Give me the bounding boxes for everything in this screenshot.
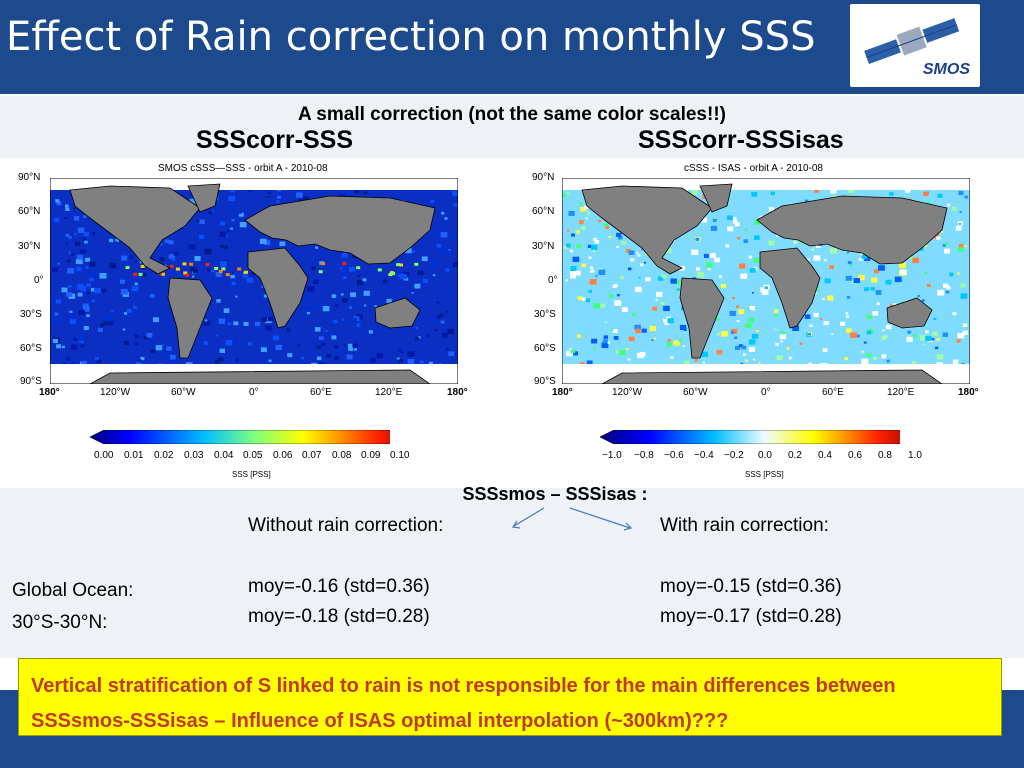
left-map-figure: SMOS cSSS—SSS - orbit A - 2010-08 90°N 6… — [0, 158, 510, 488]
left-panel-heading: SSScorr-SSS — [196, 126, 354, 154]
colorbar-tick: 0.07 — [302, 450, 322, 461]
colorbar-tick: −1.0 — [602, 450, 622, 461]
lat-tick: 60°N — [18, 206, 41, 217]
without-stat-global: moy=-0.16 (std=0.36) — [248, 576, 430, 597]
colorbar-tick: 1.0 — [908, 450, 922, 461]
lat-tick: 60°N — [532, 206, 555, 217]
lat-tick: 60°S — [534, 343, 556, 354]
lon-tick: 120°E — [375, 387, 403, 398]
lat-tick: 30°S — [534, 309, 556, 320]
colorbar-tick: −0.6 — [664, 450, 684, 461]
right-panel-heading: SSScorr-SSSisas — [638, 126, 844, 154]
colorbar-tick: 0.09 — [361, 450, 381, 461]
colorbar-tick: 0.04 — [214, 450, 234, 461]
arrows — [511, 507, 633, 531]
colorbar-tick: 0.10 — [390, 450, 410, 461]
right-colorbar — [600, 430, 900, 444]
colorbar-label: SSS [PSS] — [232, 470, 271, 479]
lon-tick: 180° — [958, 387, 979, 398]
lon-tick: 120°E — [887, 387, 915, 398]
lon-tick: 180° — [552, 387, 573, 398]
colorbar-tick: 0.8 — [878, 450, 892, 461]
top-band — [0, 96, 1024, 158]
lat-tick: 30°N — [532, 241, 555, 252]
colorbar-tick: 0.08 — [332, 450, 352, 461]
colorbar-tick: 0.6 — [848, 450, 862, 461]
region-global: Global Ocean: — [12, 580, 134, 601]
lon-tick: 120°W — [612, 387, 643, 398]
right-map-plot — [561, 177, 971, 385]
subtitle: A small correction (not the same color s… — [298, 104, 726, 125]
region-tropics: 30°S-30°N: — [12, 612, 108, 633]
colorbar-tick: 0.00 — [94, 450, 114, 461]
stats-heading: SSSsmos – SSSisas : — [462, 484, 648, 504]
colorbar-tick: −0.8 — [634, 450, 654, 461]
lon-tick: 60°W — [683, 387, 708, 398]
without-rain-label: Without rain correction: — [248, 515, 444, 536]
lat-tick: 90°S — [534, 376, 556, 387]
colorbar-tick: 0.05 — [243, 450, 263, 461]
smos-logo: SMOS — [850, 4, 980, 87]
with-rain-label: With rain correction: — [660, 515, 829, 536]
lat-tick: 90°N — [18, 172, 41, 183]
lat-tick: 0° — [548, 275, 558, 286]
lon-tick: 60°E — [822, 387, 844, 398]
without-stat-tropics: moy=-0.18 (std=0.28) — [248, 606, 430, 627]
left-colorbar — [90, 430, 390, 444]
colorbar-tick: 0.2 — [788, 450, 802, 461]
right-map-title: cSSS - ISAS - orbit A - 2010-08 — [684, 163, 823, 174]
left-map-plot — [49, 177, 459, 385]
satellite-icon — [864, 18, 960, 65]
colorbar-tick: 0.02 — [154, 450, 174, 461]
lat-tick: 0° — [34, 275, 44, 286]
with-stat-tropics: moy=-0.17 (std=0.28) — [660, 606, 842, 627]
lat-tick: 30°S — [20, 309, 42, 320]
lat-tick: 30°N — [18, 241, 41, 252]
slide-title: Effect of Rain correction on monthly SSS — [6, 14, 816, 60]
right-map-svg — [561, 177, 971, 385]
left-map-svg — [49, 177, 459, 385]
colorbar-tick: 0.03 — [184, 450, 204, 461]
lon-tick: 60°W — [171, 387, 196, 398]
colorbar-tick: 0.01 — [124, 450, 144, 461]
lon-tick: 0° — [761, 387, 771, 398]
left-map-title: SMOS cSSS—SSS - orbit A - 2010-08 — [158, 163, 328, 174]
colorbar-tick: 0.4 — [818, 450, 832, 461]
lon-tick: 180° — [39, 387, 60, 398]
lon-tick: 0° — [249, 387, 259, 398]
colorbar-tick: −0.2 — [724, 450, 744, 461]
lon-tick: 180° — [447, 387, 468, 398]
lat-tick: 60°S — [20, 343, 42, 354]
with-stat-global: moy=-0.15 (std=0.36) — [660, 576, 842, 597]
right-map-figure: cSSS - ISAS - orbit A - 2010-08 90°N 60°… — [512, 158, 1022, 488]
lon-tick: 60°E — [310, 387, 332, 398]
colorbar-tick: 0.06 — [273, 450, 293, 461]
logo-text: SMOS — [922, 61, 970, 78]
lat-tick: 90°N — [532, 172, 555, 183]
lon-tick: 120°W — [100, 387, 131, 398]
lat-tick: 90°S — [20, 376, 42, 387]
colorbar-tick: 0.0 — [758, 450, 772, 461]
colorbar-label: SSS [PSS] — [745, 470, 784, 479]
bottom-band — [0, 488, 1024, 658]
colorbar-tick: −0.4 — [694, 450, 714, 461]
conclusion-box: Vertical stratification of S linked to r… — [18, 658, 1002, 736]
